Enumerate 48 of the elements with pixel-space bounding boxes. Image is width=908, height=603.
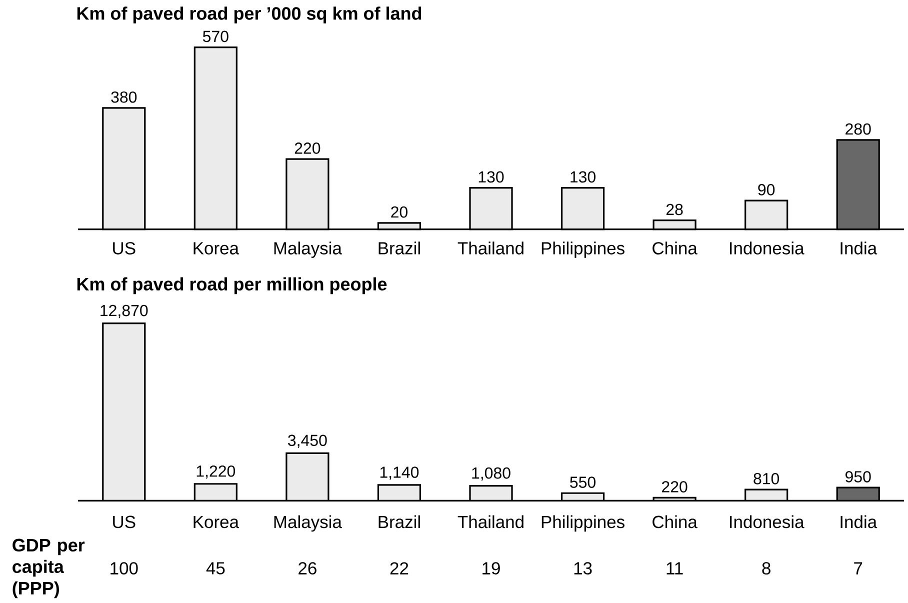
x-tick-label: Brazil	[378, 515, 420, 528]
x-tick-label: Thailand	[458, 515, 524, 528]
data-label: 130	[570, 171, 596, 183]
chart-title: Km of paved road per ’000 sq km of land	[77, 6, 422, 24]
data-label: 220	[662, 481, 688, 492]
data-label: 7	[854, 562, 862, 574]
data-label: 45	[206, 562, 225, 574]
data-label: 550	[570, 476, 596, 488]
x-tick-label: US	[113, 516, 136, 528]
x-tick-label: US	[113, 242, 136, 254]
chart-title: Km of paved road per million people	[77, 277, 387, 294]
data-label: 1,220	[196, 465, 236, 479]
data-label: 26	[298, 562, 316, 574]
x-tick-label: Korea	[194, 242, 240, 254]
x-tick-label: China	[652, 242, 698, 254]
data-label: 12,870	[100, 304, 148, 318]
data-label: 28	[666, 204, 683, 216]
data-label: 1,140	[380, 466, 419, 480]
x-tick-label: Malaysia	[274, 515, 342, 532]
data-label: 22	[390, 562, 408, 574]
x-tick-label: China	[652, 515, 698, 528]
data-label: 950	[846, 471, 871, 482]
data-label: 220	[294, 142, 320, 154]
data-label: 90	[758, 184, 775, 196]
data-label: 280	[846, 123, 871, 135]
data-label: 810	[754, 473, 780, 484]
data-label: 100	[110, 562, 138, 574]
x-tick-label: Malaysia	[274, 242, 342, 258]
x-tick-label: Indonesia	[730, 515, 804, 528]
x-tick-label: India	[840, 242, 878, 254]
data-label: 19	[482, 562, 500, 574]
data-label: 1,080	[472, 467, 510, 481]
x-tick-label: Philippines	[542, 242, 624, 258]
data-label: 13	[574, 562, 592, 574]
data-label: 570	[202, 30, 228, 42]
data-label: 380	[111, 91, 137, 103]
data-label: 3,450	[288, 434, 327, 448]
data-label: 8	[762, 562, 770, 574]
x-tick-label: Thailand	[458, 242, 524, 254]
text: GDP per capita (PPP)	[12, 538, 85, 598]
data-label: 130	[478, 171, 504, 183]
x-tick-label: Indonesia	[730, 242, 804, 254]
x-tick-label: India	[840, 515, 878, 528]
data-label: 20	[391, 206, 408, 218]
data-label: 11	[666, 562, 683, 574]
x-tick-label: Brazil	[378, 242, 420, 254]
x-tick-label: Korea	[194, 516, 240, 528]
x-tick-label: Philippines	[542, 515, 624, 532]
